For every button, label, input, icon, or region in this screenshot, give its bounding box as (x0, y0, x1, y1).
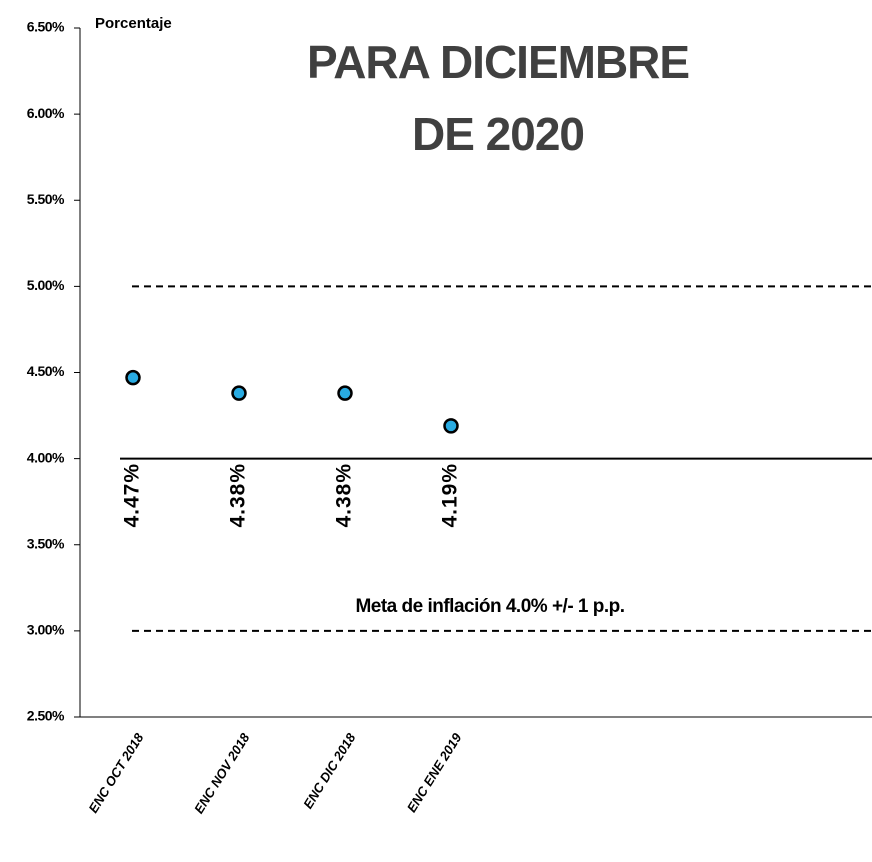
y-tick-label: 4.00% (27, 449, 65, 465)
y-tick-label: 3.50% (27, 535, 65, 551)
chart-title: PARA DICIEMBRE (307, 36, 689, 88)
data-label: 4.47% (121, 463, 144, 528)
y-tick-label: 5.00% (27, 277, 65, 293)
point (231, 385, 247, 401)
x-tick-label: ENC OCT 2018 (85, 730, 146, 816)
point (125, 369, 141, 386)
x-tick-label: ENC DIC 2018 (300, 730, 359, 812)
data-label: 4.19% (439, 463, 462, 528)
y-tick-label: 6.50% (27, 19, 65, 35)
chart-title: DE 2020 (412, 108, 584, 160)
point (337, 385, 353, 401)
y-tick-label: 6.00% (27, 105, 65, 121)
data-label: 4.38% (333, 463, 356, 528)
x-tick-label: ENC ENE 2019 (404, 730, 465, 815)
x-tick-label: ENC NOV 2018 (191, 730, 253, 816)
y-tick-label: 2.50% (27, 708, 65, 724)
y-tick-label: 5.50% (27, 191, 65, 207)
y-tick-label: 4.50% (27, 363, 65, 379)
annotation: Meta de inflación 4.0% +/- 1 p.p. (355, 596, 624, 617)
y-tick-label: 3.00% (27, 622, 65, 638)
point (443, 418, 459, 434)
data-label: 4.38% (227, 463, 250, 528)
y-axis-label: Porcentaje (95, 15, 172, 32)
